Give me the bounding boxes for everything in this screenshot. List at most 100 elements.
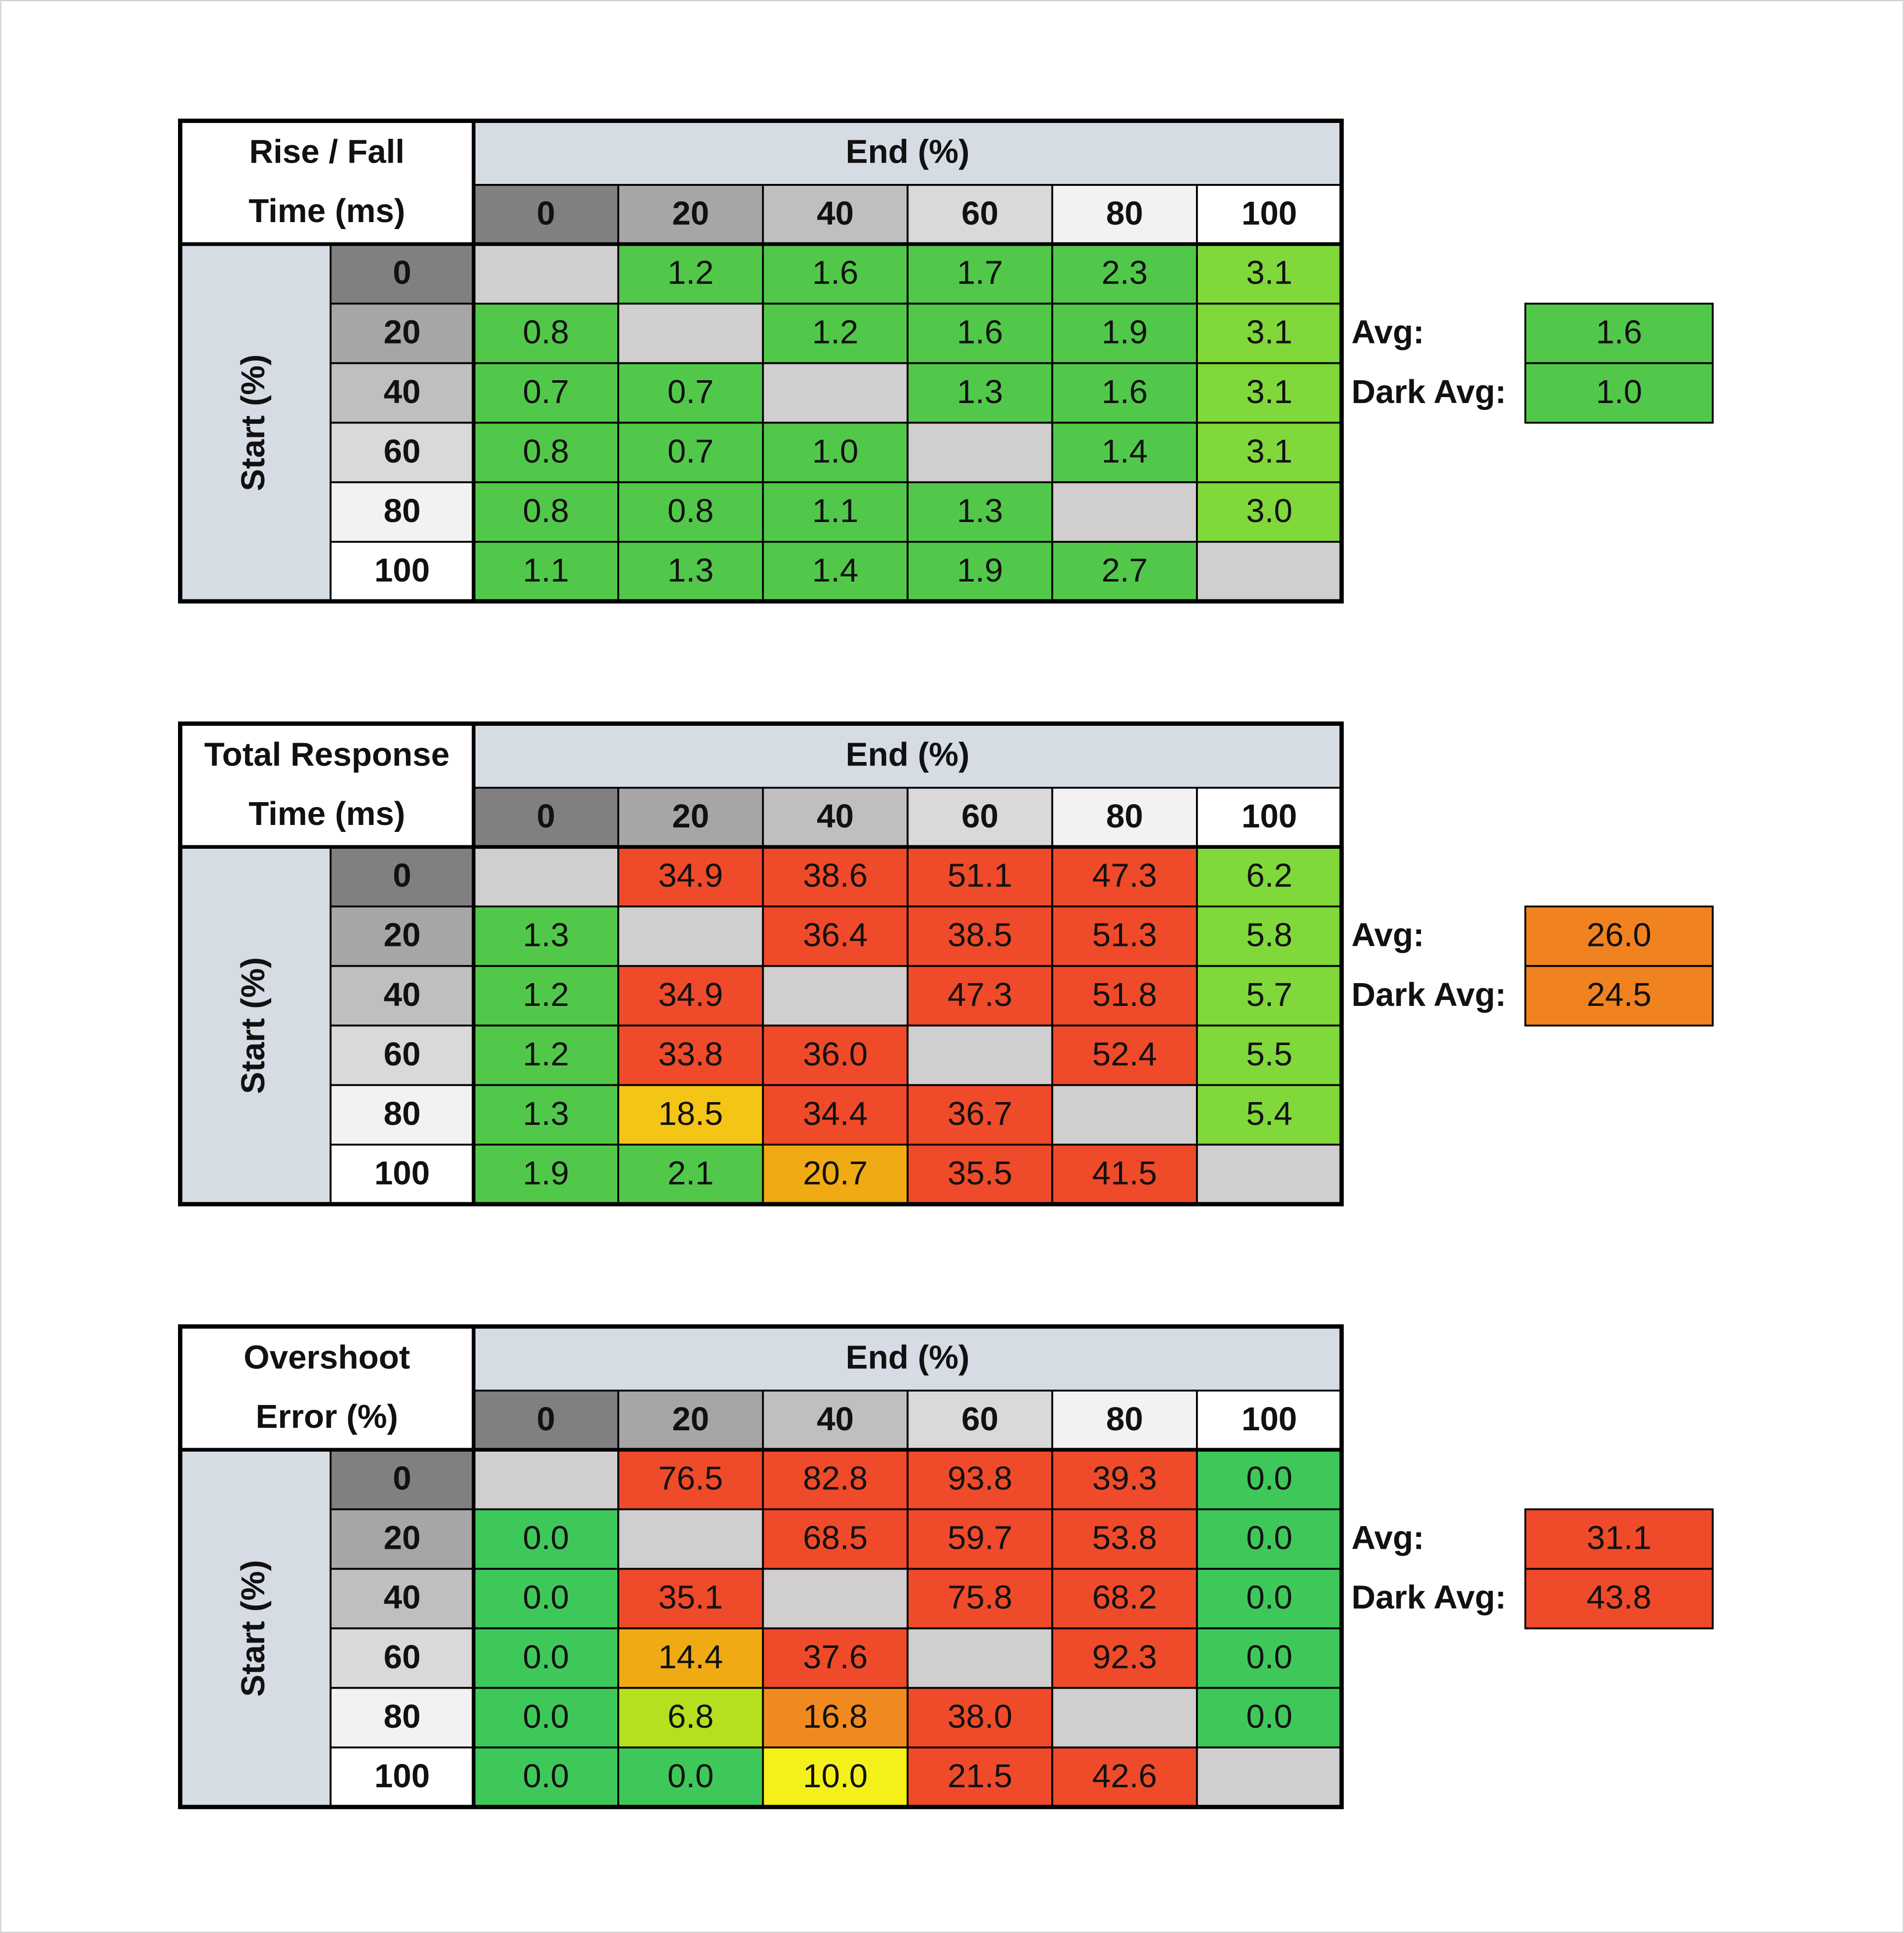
cell-value: 36.7 xyxy=(948,1095,1012,1132)
row-label: 100 xyxy=(374,1757,430,1795)
cell-value: 0.0 xyxy=(1246,1639,1292,1676)
cell-value: 36.0 xyxy=(803,1036,868,1073)
avg-cell xyxy=(1524,302,1714,364)
value-cell xyxy=(617,243,764,305)
cell-value: 93.8 xyxy=(948,1460,1012,1497)
value-cell xyxy=(906,302,1054,364)
cell-value: 76.5 xyxy=(658,1460,723,1497)
value-cell xyxy=(617,846,764,908)
cell-value: 41.5 xyxy=(1092,1155,1157,1192)
value-cell xyxy=(617,1449,764,1511)
value-cell xyxy=(762,1084,909,1146)
cell-value: 0.0 xyxy=(1246,1698,1292,1735)
cell-value: 0.8 xyxy=(523,492,569,529)
cell-value: 1.2 xyxy=(523,976,569,1013)
avg-label: Avg: xyxy=(1352,917,1425,954)
cell-value: 68.5 xyxy=(803,1520,868,1557)
cell-value: 38.5 xyxy=(948,917,1012,954)
cell-value: 33.8 xyxy=(658,1036,723,1073)
value-cell xyxy=(473,1508,619,1570)
row-label: 40 xyxy=(384,373,421,410)
value-cell xyxy=(617,1627,764,1689)
value-cell xyxy=(473,243,619,305)
row-header xyxy=(329,1627,475,1689)
value-cell xyxy=(617,481,764,543)
value-cell xyxy=(762,302,909,364)
value-cell xyxy=(762,1449,909,1511)
column-label: 0 xyxy=(536,798,555,835)
value-cell xyxy=(1051,965,1198,1027)
value-cell xyxy=(617,1746,764,1808)
avg-value: 43.8 xyxy=(1587,1579,1652,1616)
value-cell xyxy=(762,905,909,967)
cell-value: 5.5 xyxy=(1246,1036,1292,1073)
avg-value: 26.0 xyxy=(1587,917,1652,954)
row-label: 40 xyxy=(384,976,421,1013)
value-cell xyxy=(617,1143,764,1205)
cell-value: 1.2 xyxy=(523,1036,569,1073)
avg-value: 24.5 xyxy=(1587,976,1652,1013)
end-label: End (%) xyxy=(846,736,970,773)
table-title: Time (ms) xyxy=(248,795,405,832)
cell-value: 2.7 xyxy=(1101,552,1147,589)
cell-value: 0.0 xyxy=(1246,1520,1292,1557)
cell-value: 1.6 xyxy=(1101,373,1147,410)
column-label: 100 xyxy=(1242,798,1297,835)
row-header xyxy=(329,1746,475,1808)
value-cell xyxy=(617,1568,764,1630)
value-cell xyxy=(1196,302,1343,364)
avg-label: Dark Avg: xyxy=(1352,373,1506,410)
avg-label: Dark Avg: xyxy=(1352,1579,1506,1616)
value-cell xyxy=(617,1687,764,1749)
column-header xyxy=(762,184,909,245)
column-header xyxy=(906,787,1054,848)
avg-label: Avg: xyxy=(1352,314,1425,351)
column-label: 0 xyxy=(536,1401,555,1438)
row-header xyxy=(329,302,475,364)
cell-value: 1.2 xyxy=(667,254,714,292)
value-cell xyxy=(906,1024,1054,1086)
value-cell xyxy=(617,421,764,483)
value-cell xyxy=(762,1143,909,1205)
column-header xyxy=(1051,184,1198,245)
start-header xyxy=(179,243,332,602)
cell-value: 2.3 xyxy=(1101,254,1147,292)
value-cell xyxy=(762,362,909,424)
value-cell xyxy=(473,846,619,908)
column-label: 20 xyxy=(672,195,710,232)
value-cell xyxy=(906,1627,1054,1689)
cell-value: 1.4 xyxy=(1101,433,1147,470)
cell-value: 35.5 xyxy=(948,1155,1012,1192)
value-cell xyxy=(1051,540,1198,602)
start-label: Start (%) xyxy=(235,354,272,491)
column-label: 60 xyxy=(961,798,999,835)
row-label: 60 xyxy=(384,433,421,470)
value-cell xyxy=(1051,1084,1198,1146)
table-title: Rise / Fall xyxy=(249,133,405,171)
value-cell xyxy=(1196,481,1343,543)
cell-value: 34.9 xyxy=(658,857,723,894)
cell-value: 59.7 xyxy=(948,1520,1012,1557)
value-cell xyxy=(617,1508,764,1570)
cell-value: 34.4 xyxy=(803,1095,868,1132)
cell-value: 1.3 xyxy=(667,552,714,589)
value-cell xyxy=(1196,1568,1343,1630)
cell-value: 0.0 xyxy=(523,1520,569,1557)
avg-value: 31.1 xyxy=(1587,1520,1652,1557)
table-border xyxy=(178,118,1344,604)
column-header xyxy=(617,1390,764,1451)
value-cell xyxy=(762,1687,909,1749)
cell-value: 52.4 xyxy=(1092,1036,1157,1073)
cell-value: 0.0 xyxy=(523,1757,569,1795)
column-label: 60 xyxy=(961,195,999,232)
cell-value: 3.1 xyxy=(1246,254,1292,292)
cell-value: 6.8 xyxy=(667,1698,714,1735)
cell-value: 36.4 xyxy=(803,917,868,954)
row-label: 20 xyxy=(384,917,421,954)
avg-label: Dark Avg: xyxy=(1352,976,1506,1013)
row-label: 20 xyxy=(384,1520,421,1557)
value-cell xyxy=(1196,1746,1343,1808)
row-label: 0 xyxy=(393,1460,411,1497)
value-cell xyxy=(1196,905,1343,967)
